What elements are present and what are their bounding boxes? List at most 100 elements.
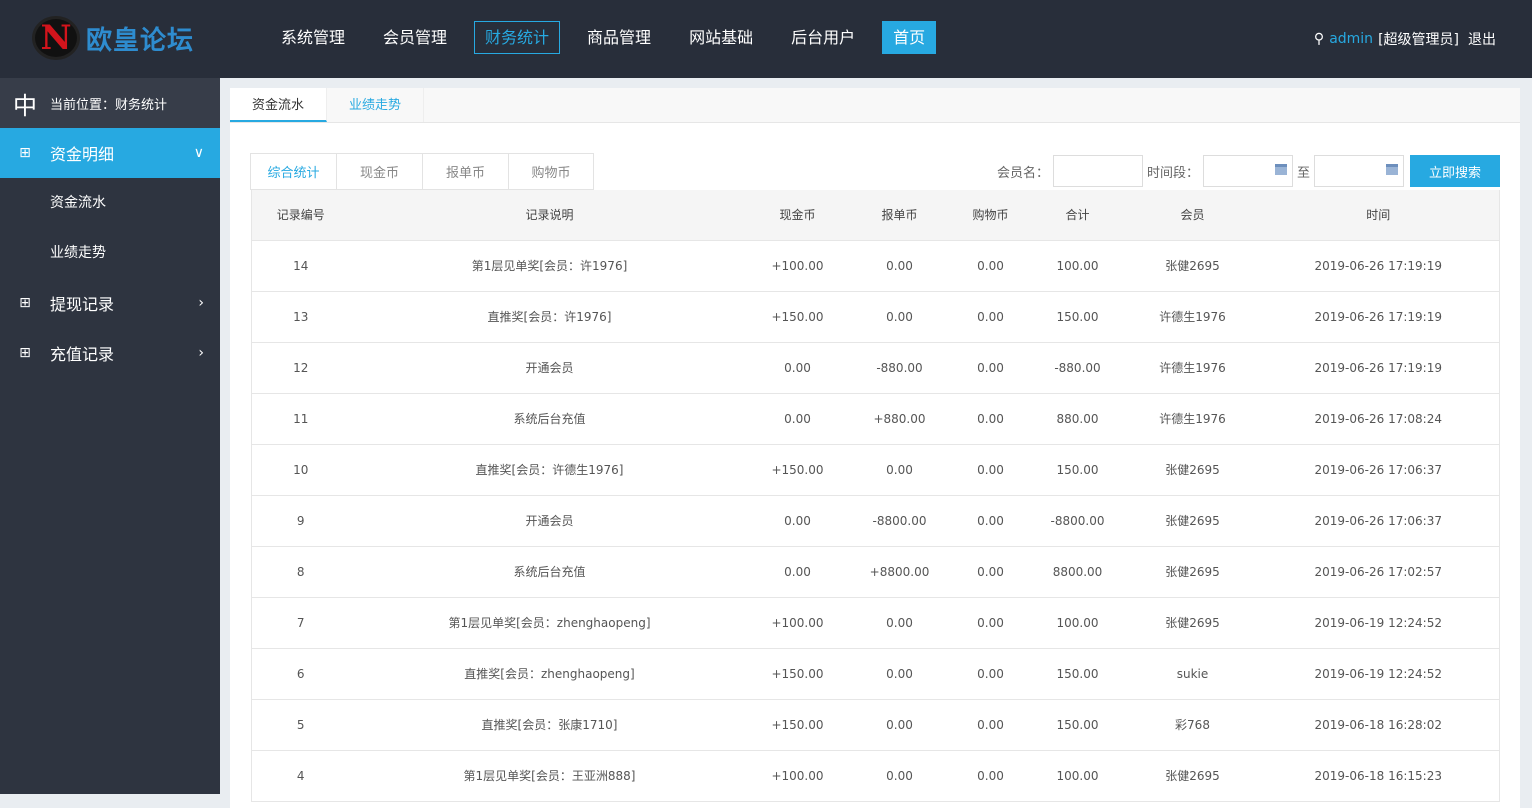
sidebar-sub-fund-flow[interactable]: 资金流水 (50, 195, 106, 211)
table-cell: 2019-06-26 17:08:24 (1257, 393, 1500, 445)
table-cell: 0.00 (845, 240, 954, 292)
column-header: 记录说明 (349, 190, 750, 241)
tab-performance[interactable]: 业绩走势 (327, 88, 424, 122)
table-cell: 0.00 (953, 342, 1028, 394)
table-row: 12 开通会员 0.00 -880.00 0.00 -880.00 许德生1976 2019-… (251, 342, 1500, 394)
table-cell: 2019-06-26 17:06:37 (1257, 444, 1500, 496)
records-table: 记录编号 记录说明 现金币 报单币 购物币 合计 会员 时间 14 第1层见单奖[会员：许197… (251, 190, 1500, 802)
sidebar-item-recharges[interactable]: ⊞ 充值记录 › (0, 328, 220, 378)
nav-home[interactable]: 首页 (882, 21, 937, 54)
user-icon: ⚲ (1313, 31, 1325, 47)
chevron-right-icon: › (198, 295, 204, 311)
calendar-icon[interactable] (1274, 164, 1287, 175)
subtab-overall[interactable]: 综合统计 (250, 153, 336, 190)
column-header: 现金币 (749, 190, 846, 241)
subtab-shopping[interactable]: 购物币 (508, 153, 594, 190)
breadcrumb: 中 当前位置：财务统计 (0, 78, 220, 128)
table-cell: 0.00 (749, 342, 846, 394)
table-row: 5 直推奖[会员：张康1710] +150.00 0.00 0.00 150.00 彩768… (251, 699, 1500, 751)
table-cell: 2019-06-26 17:06:37 (1257, 495, 1500, 547)
table-cell: +880.00 (845, 393, 954, 445)
sidebar-item-label: 提现记录 (50, 295, 115, 314)
table-cell: 直推奖[会员：zhenghaopeng] (349, 648, 750, 700)
table-cell: 张健2695 (1127, 546, 1258, 598)
search-button[interactable]: 立即搜索 (1410, 155, 1500, 187)
table-cell: 150.00 (1027, 444, 1128, 496)
subtab-cash[interactable]: 现金币 (336, 153, 422, 190)
table-cell: 2019-06-19 12:24:52 (1257, 648, 1500, 700)
table-cell: +100.00 (749, 750, 846, 802)
table-cell: 10 (251, 444, 350, 496)
nav-system[interactable]: 系统管理 (281, 28, 346, 47)
table-cell: 2019-06-26 17:19:19 (1257, 291, 1500, 343)
main-nav: 系统管理 会员管理 财务统计 商品管理 网站基础 后台用户 首页 (270, 21, 952, 54)
logout-link[interactable]: 退出 (1468, 32, 1496, 48)
nav-admin-users[interactable]: 后台用户 (791, 28, 856, 47)
table-cell: 0.00 (953, 597, 1028, 649)
table-cell: 150.00 (1027, 648, 1128, 700)
sidebar-sub-performance[interactable]: 业绩走势 (50, 245, 106, 261)
tab-fund-flow[interactable]: 资金流水 (230, 88, 327, 122)
table-row: 4 第1层见单奖[会员：王亚洲888] +100.00 0.00 0.00 100.00 张… (251, 750, 1500, 802)
table-cell: 张健2695 (1127, 444, 1258, 496)
user-role: [超级管理员] (1378, 32, 1459, 48)
table-cell: 0.00 (845, 291, 954, 343)
nav-finance[interactable]: 财务统计 (474, 21, 561, 54)
table-cell: 0.00 (953, 444, 1028, 496)
table-row: 7 第1层见单奖[会员：zhenghaopeng] +100.00 0.00 0.00 1… (251, 597, 1500, 649)
sidebar-item-fund-details[interactable]: ⊞ 资金明细 ∨ (0, 128, 220, 178)
member-label: 会员名： (996, 165, 1049, 181)
table-cell: 0.00 (749, 546, 846, 598)
nav-products[interactable]: 商品管理 (587, 28, 652, 47)
logo-mark: N (32, 16, 80, 60)
table-row: 6 直推奖[会员：zhenghaopeng] +150.00 0.00 0.00 150.… (251, 648, 1500, 700)
subtab-order[interactable]: 报单币 (422, 153, 508, 190)
page-tabs: 资金流水 业绩走势 (230, 88, 1520, 123)
table-cell: +8800.00 (845, 546, 954, 598)
table-cell: 系统后台充值 (349, 546, 750, 598)
user-info: ⚲ admin [超级管理员] 退出 (1314, 29, 1496, 49)
table-cell: -880.00 (845, 342, 954, 394)
table-cell: 0.00 (845, 750, 954, 802)
signpost-icon: 中 (13, 91, 37, 120)
logo[interactable]: N 欧皇论坛 (32, 16, 194, 60)
sidebar-item-withdrawals[interactable]: ⊞ 提现记录 › (0, 278, 220, 328)
calendar-icon[interactable] (1386, 164, 1398, 175)
table-cell: 0.00 (953, 495, 1028, 547)
table-cell: 6 (251, 648, 350, 700)
table-cell: +100.00 (749, 240, 846, 292)
logo-text: 欧皇论坛 (86, 25, 195, 56)
table-cell: 0.00 (845, 699, 954, 751)
chevron-right-icon: › (198, 345, 204, 361)
user-name[interactable]: admin (1329, 31, 1374, 47)
table-cell: -880.00 (1027, 342, 1128, 394)
sidebar-item-label: 资金明细 (50, 145, 115, 164)
table-cell: 0.00 (953, 291, 1028, 343)
table-cell: 直推奖[会员：许德生1976] (349, 444, 750, 496)
column-header: 购物币 (953, 190, 1028, 241)
column-header: 合计 (1027, 190, 1128, 241)
nav-members[interactable]: 会员管理 (383, 28, 448, 47)
table-cell: 2019-06-26 17:19:19 (1257, 342, 1500, 394)
table-cell: 0.00 (953, 546, 1028, 598)
table-cell: 150.00 (1027, 291, 1128, 343)
main-panel: 资金流水 业绩走势 综合统计 现金币 报单币 购物币 会员名： 时间段： 至 立… (230, 88, 1520, 808)
top-header: N 欧皇论坛 系统管理 会员管理 财务统计 商品管理 网站基础 后台用户 首页 … (0, 0, 1532, 78)
table-row: 9 开通会员 0.00 -8800.00 0.00 -8800.00 张健2695 2019-… (251, 495, 1500, 547)
table-cell: 0.00 (953, 648, 1028, 700)
table-cell: sukie (1127, 648, 1258, 700)
table-cell: 0.00 (749, 495, 846, 547)
table-cell: 100.00 (1027, 597, 1128, 649)
table-cell: 张健2695 (1127, 240, 1258, 292)
table-cell: +150.00 (749, 699, 846, 751)
table-cell: 张健2695 (1127, 750, 1258, 802)
member-input[interactable] (1052, 155, 1143, 187)
column-header: 会员 (1127, 190, 1258, 241)
period-label: 时间段： (1146, 165, 1199, 181)
table-cell: 4 (251, 750, 350, 802)
table-cell: 150.00 (1027, 699, 1128, 751)
table-cell: 0.00 (953, 393, 1028, 445)
table-cell: 13 (251, 291, 350, 343)
table-cell: 880.00 (1027, 393, 1128, 445)
nav-site[interactable]: 网站基础 (689, 28, 754, 47)
